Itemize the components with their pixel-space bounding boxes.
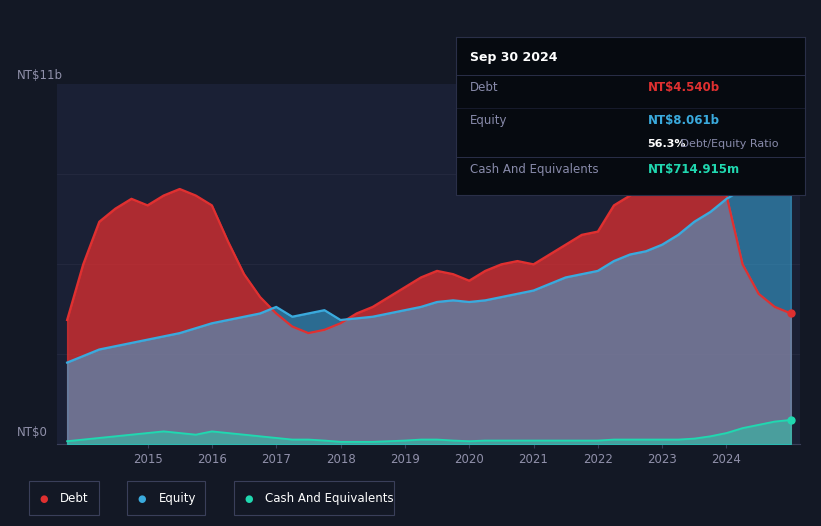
Text: Equity: Equity <box>470 114 507 127</box>
Text: Debt: Debt <box>470 81 498 94</box>
Text: NT$4.540b: NT$4.540b <box>648 81 720 94</box>
Text: Debt: Debt <box>60 492 89 505</box>
Text: Equity: Equity <box>158 492 196 505</box>
Text: Debt/Equity Ratio: Debt/Equity Ratio <box>677 139 779 149</box>
Text: NT$11b: NT$11b <box>16 68 62 82</box>
Text: ●: ● <box>138 493 146 504</box>
Text: NT$0: NT$0 <box>16 426 48 439</box>
Text: Cash And Equivalents: Cash And Equivalents <box>470 163 599 176</box>
Text: NT$714.915m: NT$714.915m <box>648 163 740 176</box>
Text: 56.3%: 56.3% <box>648 139 686 149</box>
Text: Cash And Equivalents: Cash And Equivalents <box>265 492 394 505</box>
Text: ●: ● <box>245 493 253 504</box>
Text: Sep 30 2024: Sep 30 2024 <box>470 51 557 64</box>
Text: NT$8.061b: NT$8.061b <box>648 114 719 127</box>
Text: ●: ● <box>39 493 48 504</box>
